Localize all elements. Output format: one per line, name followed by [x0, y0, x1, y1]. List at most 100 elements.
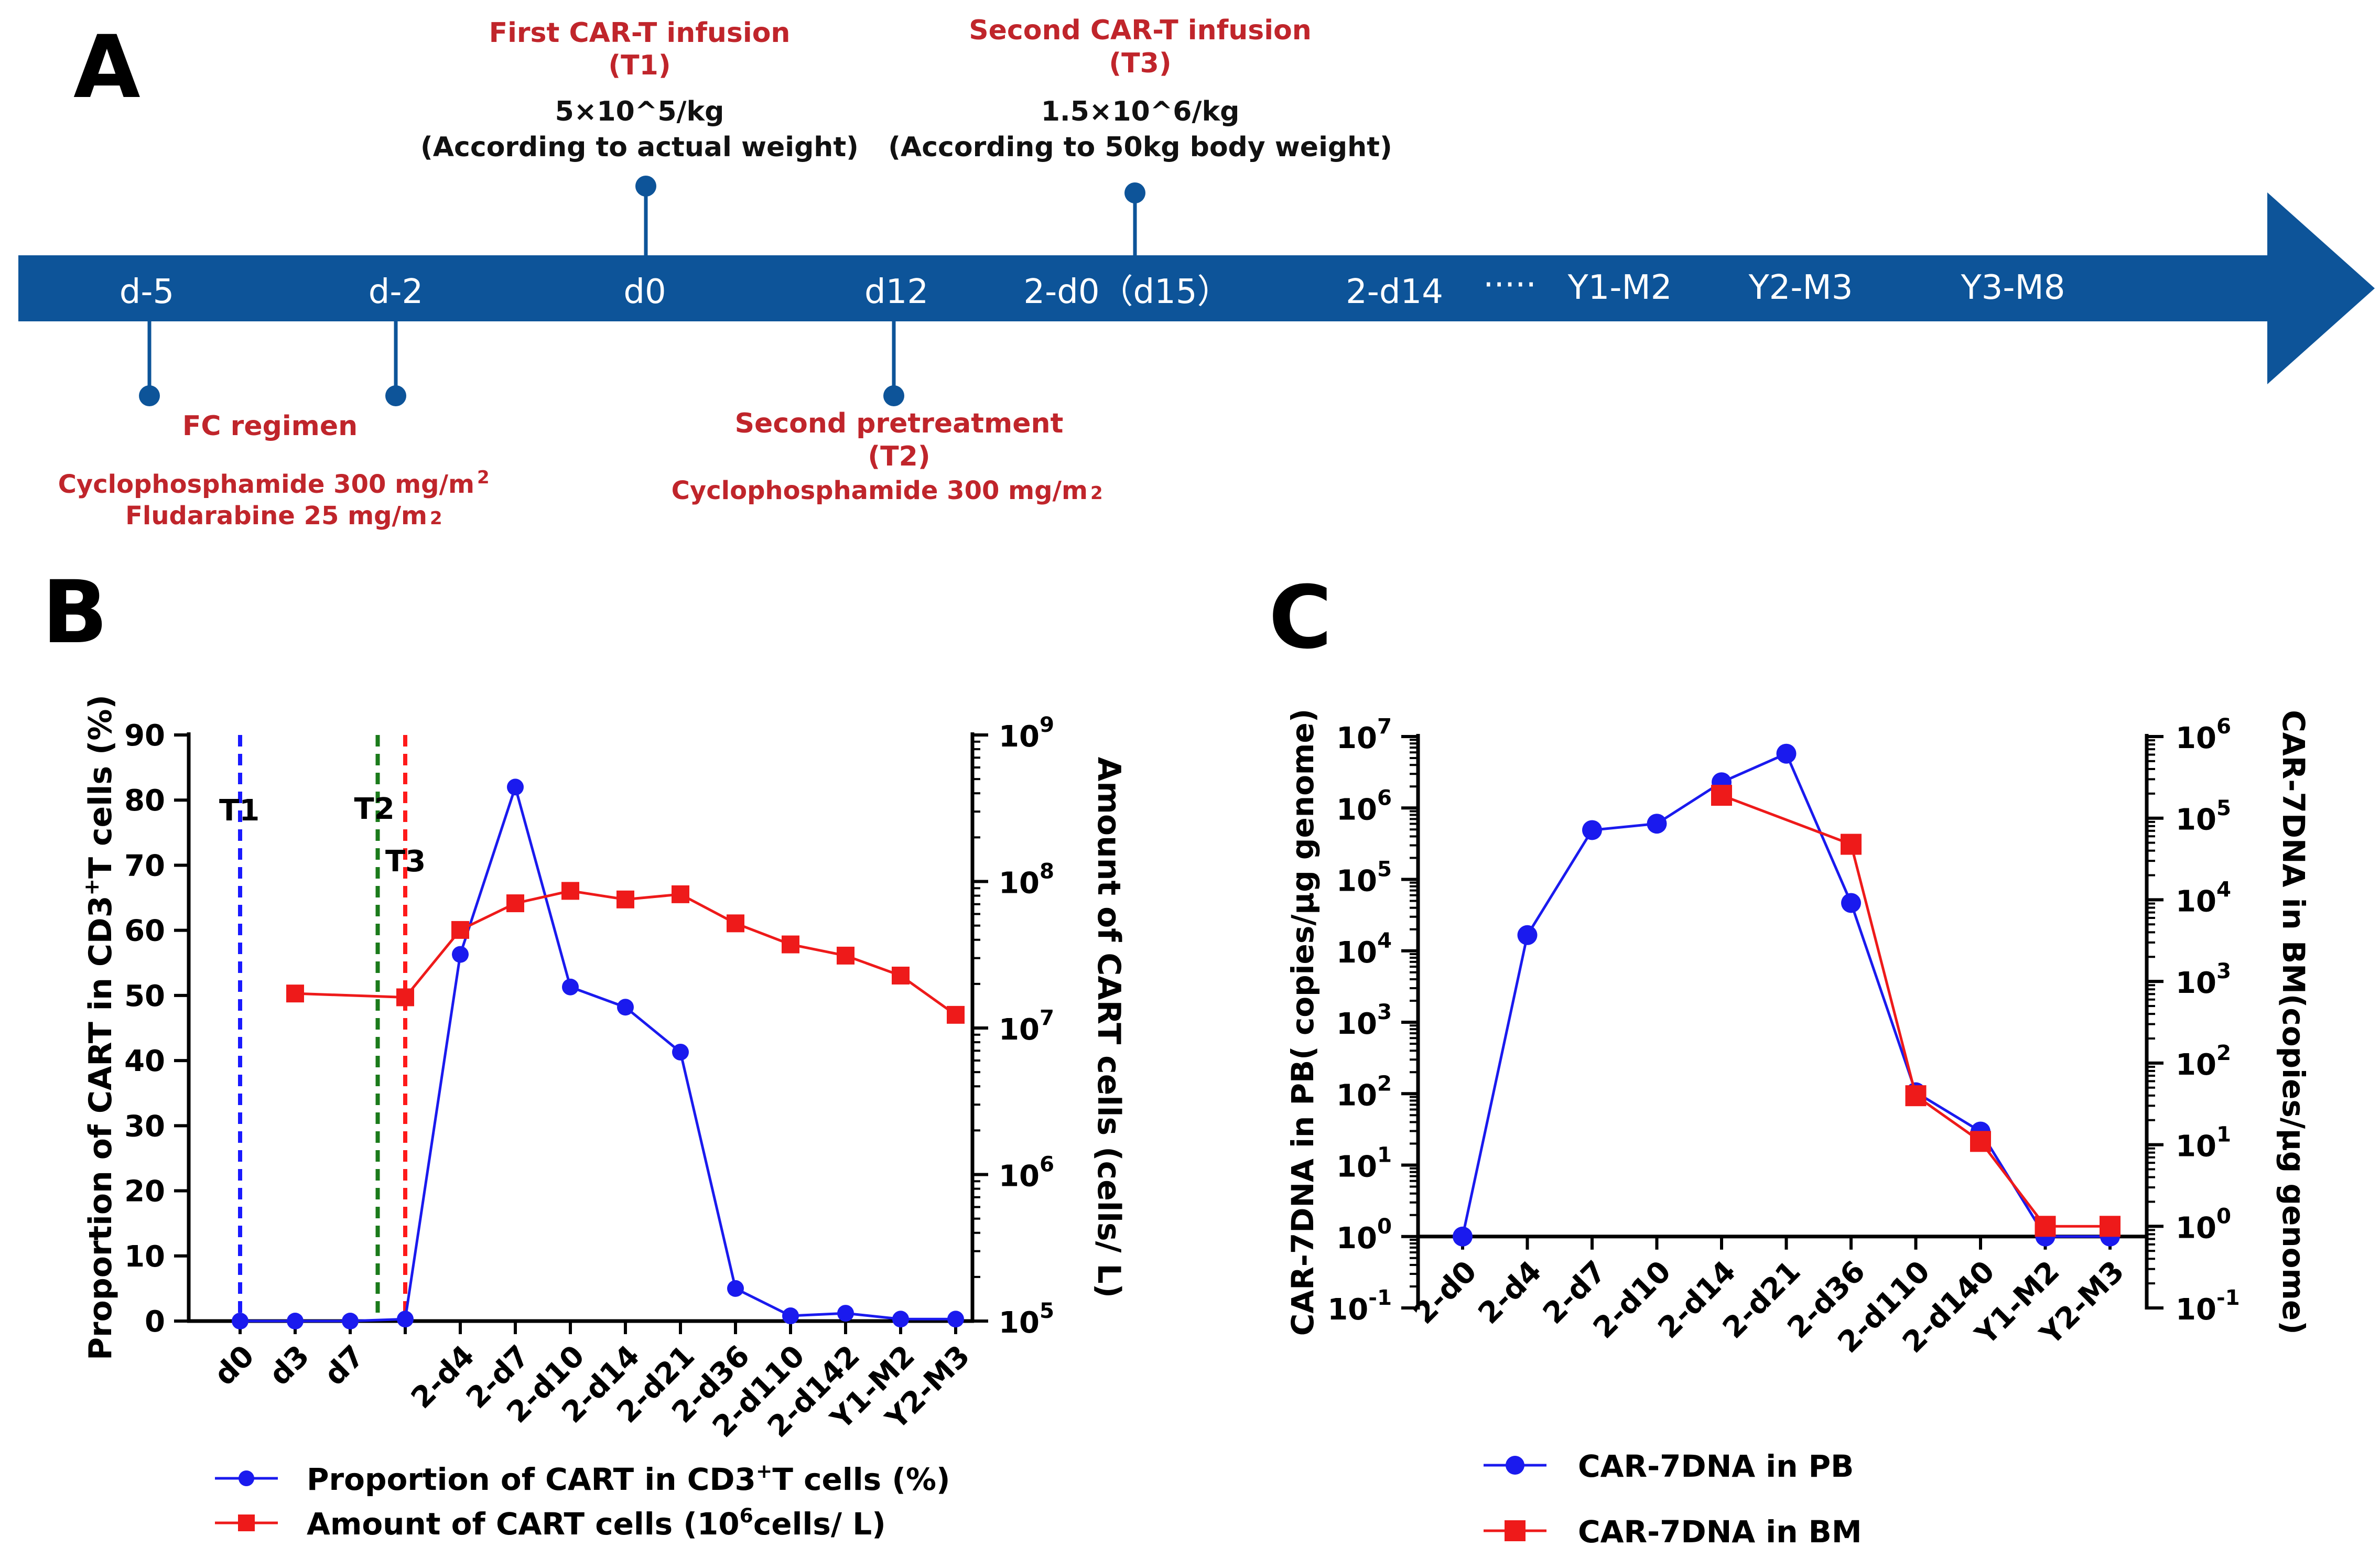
b-series-point-0: [562, 978, 579, 996]
b-left-tick-label: 0: [145, 1305, 165, 1339]
b-left-tick-label: 50: [124, 979, 165, 1013]
fc-drug-2: Fludarabine 25 mg/m: [125, 501, 427, 531]
c-right-tick-label: 101: [2176, 1122, 2231, 1164]
b-left-tick-label: 80: [124, 784, 165, 818]
timeline-ellipsis: ·····: [1483, 266, 1537, 305]
c-series-point-pb: [1841, 893, 1861, 913]
b-series-point-1: [616, 890, 634, 908]
timeline-tick-d-5: d-5: [120, 273, 174, 311]
c-right-tick-label-base: 10: [2176, 721, 2216, 755]
fc-drug-1: Cyclophosphamide 300 mg/m: [58, 470, 474, 499]
c-left-tick-label-base: 10: [1336, 721, 1377, 755]
c-right-tick-label-exp: 6: [2216, 714, 2231, 739]
c-right-tick-label-exp: 4: [2216, 878, 2231, 902]
c-series-point-bm: [1711, 785, 1732, 806]
c-right-tick-label: 103: [2176, 959, 2231, 1000]
b-vline-label-t2: T2: [354, 792, 395, 826]
b-series-point-0: [397, 1311, 414, 1328]
pin-d-5: [139, 321, 160, 406]
b-series-point-0: [452, 946, 469, 963]
c-left-tick-label: 104: [1336, 928, 1392, 970]
c-series-point-bm: [2035, 1216, 2056, 1237]
b-series-point-0: [892, 1311, 909, 1328]
b-series-point-0: [287, 1313, 304, 1329]
b-left-axis-title: Proportion of CART in CD3+T cells (%): [80, 695, 119, 1360]
c-left-tick-label: 105: [1336, 857, 1392, 899]
b-legend-label-1-part-1: 6: [740, 1504, 753, 1527]
c-legend-marker-1: [1505, 1520, 1526, 1541]
first-infusion-title: First CAR-T infusion: [489, 17, 791, 49]
c-series-line-pb: [1461, 752, 2110, 1238]
c-left-tick-label: 101: [1336, 1143, 1392, 1184]
timeline-tick-y3-m8: Y3-M8: [1961, 268, 2065, 307]
c-series-point-pb: [1647, 814, 1667, 834]
b-left-tick-label: 40: [124, 1044, 165, 1078]
timeline-tick-y2-m3: Y2-M3: [1748, 268, 1853, 307]
b-left-tick-label: 60: [124, 914, 165, 948]
second-infusion-dose: 1.5×10^6/kg: [1041, 96, 1240, 127]
c-right-tick-label: 104: [2176, 878, 2231, 919]
timeline-tick-y1-m2: Y1-M2: [1567, 268, 1672, 307]
b-right-tick-label-base: 10: [999, 1013, 1040, 1047]
c-right-tick-label-exp: 0: [2216, 1204, 2231, 1228]
timeline-tick-d-2: d-2: [369, 273, 423, 311]
c-series-point-bm: [1970, 1131, 1991, 1152]
b-series-point-1: [672, 885, 689, 903]
b-right-tick-label-exp: 5: [1040, 1299, 1054, 1323]
c-left-tick-label: 107: [1336, 714, 1392, 755]
b-x-tick-label: 2-d4: [405, 1339, 481, 1415]
c-right-tick-label-exp: -1: [2216, 1285, 2240, 1310]
b-series-point-1: [727, 914, 744, 933]
b-right-tick-label-base: 10: [999, 720, 1040, 754]
c-right-tick-label-base: 10: [2176, 1293, 2216, 1327]
c-right-tick-label-base: 10: [2176, 1048, 2216, 1082]
c-legend-label-0: CAR-7DNA in PB: [1578, 1448, 1854, 1484]
c-right-tick-label-base: 10: [2176, 803, 2216, 837]
c-right-tick-label-exp: 5: [2216, 796, 2231, 820]
c-left-tick-label-base: 10: [1336, 793, 1377, 827]
timeline-arrowhead: [2267, 192, 2375, 384]
b-series-line-1: [295, 889, 957, 1016]
c-legend-marker-0: [1506, 1456, 1524, 1475]
pin-d12: [883, 321, 904, 406]
b-legend-marker-0: [239, 1470, 254, 1486]
b-left-tick-label: 10: [124, 1240, 165, 1274]
c-right-tick-label: 106: [2176, 714, 2231, 755]
c-x-tick-label: 2-d4: [1472, 1254, 1549, 1331]
panel-b-letter: B: [42, 562, 108, 663]
b-series-point-0: [232, 1313, 248, 1329]
b-right-tick-label-base: 10: [999, 867, 1040, 901]
timeline-arrow: [18, 192, 2375, 384]
b-legend-label-0-part-0: Proportion of CART in CD3: [307, 1462, 756, 1497]
c-left-tick-label: 102: [1336, 1071, 1392, 1112]
chart-c: 10710610510410310210110010-1106105104103…: [1285, 709, 2311, 1547]
b-left-axis-title-part-1: +: [80, 879, 104, 896]
b-right-tick-label: 105: [999, 1299, 1054, 1340]
first-infusion-dose: 5×10^5/kg: [555, 96, 724, 127]
b-legend-label-1: Amount of CART cells (106cells/ L): [307, 1504, 886, 1542]
c-right-tick-label: 102: [2176, 1041, 2231, 1082]
c-series-point-bm: [1841, 834, 1862, 855]
b-series-point-1: [561, 882, 579, 900]
fc-drug-2-sup: 2: [430, 508, 442, 529]
b-series-point-0: [837, 1305, 854, 1322]
timeline-tick-d12: d12: [864, 273, 928, 311]
second-pretreatment-sup: 2: [1090, 483, 1103, 504]
c-right-tick-label: 105: [2176, 796, 2231, 837]
c-left-tick-label-base: 10: [1336, 1221, 1377, 1256]
c-left-tick-label: 10-1: [1327, 1285, 1392, 1327]
first-infusion-note: (According to actual weight): [420, 132, 859, 163]
c-left-tick-label-exp: 1: [1377, 1143, 1392, 1167]
b-x-tick-label: d3: [263, 1339, 316, 1392]
c-series-point-pb: [1582, 820, 1602, 840]
b-series-point-1: [396, 988, 414, 1007]
c-legend-label-1: CAR-7DNA in BM: [1578, 1514, 1862, 1547]
c-right-tick-label-base: 10: [2176, 1211, 2216, 1245]
c-left-tick-label-base: 10: [1336, 936, 1377, 970]
b-left-axis-title-part-0: Proportion of CART in CD3: [82, 896, 119, 1360]
c-left-tick-label-base: 10: [1336, 1007, 1377, 1041]
c-left-tick-label: 106: [1336, 785, 1392, 827]
c-left-tick-label-base: 10: [1336, 1150, 1377, 1184]
